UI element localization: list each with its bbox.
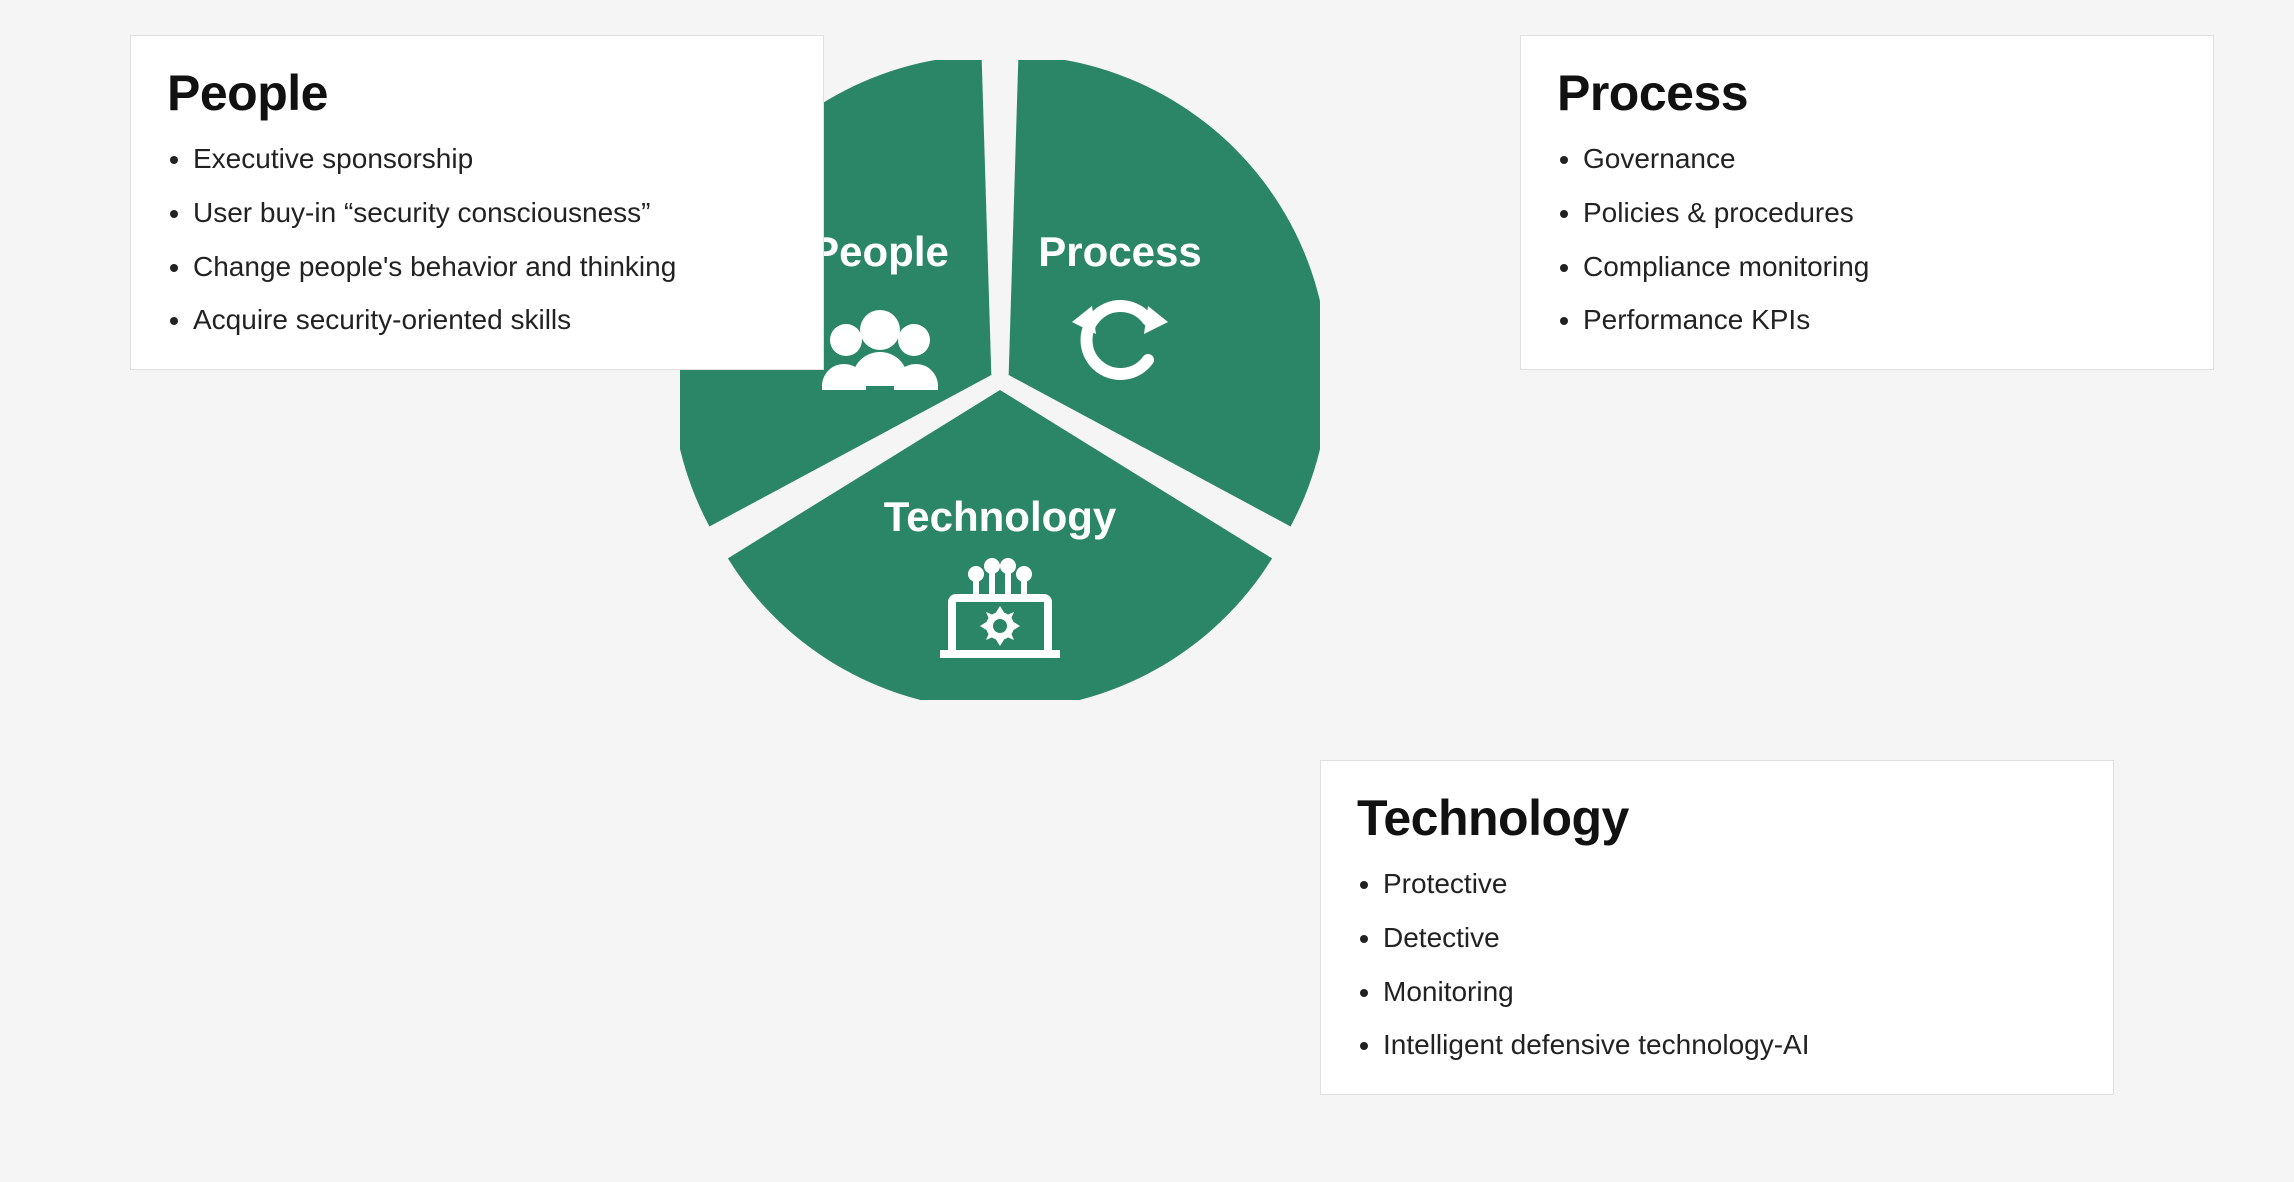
list-item: Monitoring bbox=[1383, 973, 2077, 1011]
callout-people-title: People bbox=[167, 64, 787, 122]
list-item: Intelligent defensive technology-AI bbox=[1383, 1026, 2077, 1064]
list-item: Policies & procedures bbox=[1583, 194, 2177, 232]
list-item: Performance KPIs bbox=[1583, 301, 2177, 339]
list-item: Protective bbox=[1383, 865, 2077, 903]
slice-label-technology: Technology bbox=[884, 493, 1117, 540]
list-item: Executive sponsorship bbox=[193, 140, 787, 178]
callout-technology-title: Technology bbox=[1357, 789, 2077, 847]
callout-people: People Executive sponsorship User buy-in… bbox=[130, 35, 824, 370]
list-item: Acquire security-oriented skills bbox=[193, 301, 787, 339]
slice-label-process: Process bbox=[1038, 228, 1201, 275]
callout-process: Process Governance Policies & procedures… bbox=[1520, 35, 2214, 370]
list-item: Governance bbox=[1583, 140, 2177, 178]
slice-label-people: People bbox=[811, 228, 949, 275]
callout-people-list: Executive sponsorship User buy-in “secur… bbox=[167, 140, 787, 339]
diagram-stage: People Process Technology bbox=[0, 0, 2294, 1182]
list-item: Change people's behavior and thinking bbox=[193, 248, 787, 286]
list-item: Detective bbox=[1383, 919, 2077, 957]
callout-technology-list: Protective Detective Monitoring Intellig… bbox=[1357, 865, 2077, 1064]
callout-technology: Technology Protective Detective Monitori… bbox=[1320, 760, 2114, 1095]
list-item: User buy-in “security consciousness” bbox=[193, 194, 787, 232]
callout-process-title: Process bbox=[1557, 64, 2177, 122]
list-item: Compliance monitoring bbox=[1583, 248, 2177, 286]
callout-process-list: Governance Policies & procedures Complia… bbox=[1557, 140, 2177, 339]
